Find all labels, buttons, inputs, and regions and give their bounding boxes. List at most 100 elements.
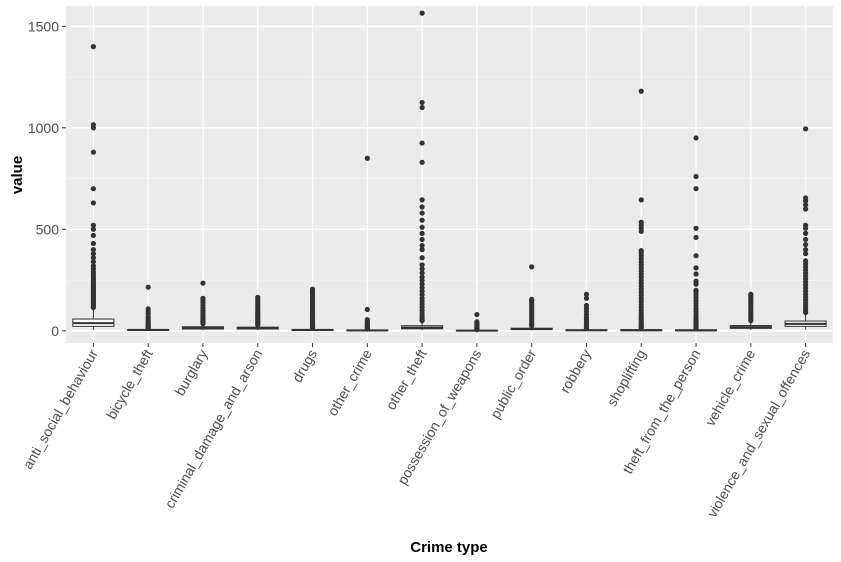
box-drugs <box>291 286 334 332</box>
box-other-theft <box>401 10 444 331</box>
outlier-point <box>419 230 425 236</box>
outlier-point <box>693 287 699 293</box>
outlier-point <box>200 280 206 286</box>
outlier-point <box>419 262 425 268</box>
outlier-point <box>145 306 151 312</box>
x-tick-label-criminal-damage-and-arson: criminal_damage_and_arson <box>161 347 265 511</box>
x-axis: anti_social_behaviour bicycle_theft burgla… <box>19 343 813 520</box>
outlier-point <box>419 274 425 280</box>
outlier-point <box>693 278 699 284</box>
outlier-point <box>419 140 425 146</box>
box-vehicle-crime <box>729 291 772 331</box>
x-tick-label-shoplifting: shoplifting <box>603 347 648 410</box>
outlier-point <box>90 232 96 239</box>
outlier-point <box>90 122 96 128</box>
outlier-point <box>419 281 425 287</box>
outlier-point <box>529 264 535 270</box>
outlier-point <box>90 263 96 269</box>
outlier-point <box>419 159 425 165</box>
outlier-point <box>419 204 425 210</box>
x-tick-label-bicycle-theft: bicycle_theft <box>103 346 156 421</box>
x-tick-label-public-order: public_order <box>487 346 540 421</box>
outlier-point <box>583 291 590 297</box>
outlier-point <box>638 248 644 254</box>
y-axis: 0 500 1000 1500 <box>28 18 66 339</box>
x-tick-label-burglary: burglary <box>171 347 210 399</box>
box-other-crime <box>346 155 389 332</box>
box-criminal-damage-and-arson <box>236 294 279 331</box>
y-tick-label: 1000 <box>28 120 59 136</box>
outlier-point <box>90 259 96 265</box>
box-series <box>72 10 827 333</box>
outlier-point <box>200 295 206 301</box>
y-tick-label: 0 <box>51 323 59 339</box>
outlier-point <box>90 247 96 253</box>
outlier-point <box>419 210 425 216</box>
outlier-point <box>803 195 809 201</box>
y-tick-label: 500 <box>36 221 60 237</box>
box-burglary <box>181 280 225 331</box>
outlier-point <box>90 255 96 261</box>
x-tick-label-other-crime: other_crime <box>324 346 375 418</box>
x-tick-label-violence-and-sexual-offences: violence_and_sexual_offences <box>704 347 813 521</box>
outlier-point <box>90 44 96 50</box>
outlier-point <box>583 295 590 301</box>
outlier-point <box>638 197 644 203</box>
outlier-point <box>803 126 809 132</box>
x-axis-title: Crime type <box>410 539 488 556</box>
outlier-point <box>419 217 425 223</box>
outlier-point <box>803 230 809 236</box>
outlier-point <box>803 251 809 257</box>
outlier-point <box>803 202 809 208</box>
outlier-point <box>419 255 425 261</box>
outlier-point <box>419 295 425 301</box>
x-tick-label-drugs: drugs <box>289 347 320 385</box>
x-tick-label-robbery: robbery <box>556 347 594 396</box>
outlier-point <box>90 149 96 155</box>
outlier-point <box>693 265 699 271</box>
box-anti-social-behaviour <box>72 44 115 330</box>
outlier-point <box>529 296 535 302</box>
outlier-point <box>474 311 480 318</box>
outlier-point <box>419 266 425 272</box>
outlier-point <box>693 234 699 241</box>
outlier-point <box>474 319 480 325</box>
outlier-point <box>693 225 699 231</box>
outlier-point <box>90 240 96 247</box>
outlier-point <box>693 271 699 277</box>
outlier-point <box>693 135 699 141</box>
outlier-point <box>419 10 425 16</box>
outlier-point <box>419 242 425 249</box>
outlier-point <box>145 284 151 290</box>
outlier-point <box>803 236 809 243</box>
outlier-point <box>90 222 96 228</box>
y-axis-title: value <box>9 156 26 194</box>
outlier-point <box>419 224 425 230</box>
outlier-point <box>693 253 699 259</box>
x-tick-label-anti-social-behaviour: anti_social_behaviour <box>19 346 101 472</box>
box-public-order <box>510 264 553 331</box>
plot-panel <box>66 6 833 343</box>
box-possession-of-weapons <box>455 311 498 333</box>
outlier-point <box>90 226 96 232</box>
outlier-point <box>803 241 809 248</box>
outlier-point <box>364 306 370 313</box>
outlier-point <box>255 294 261 300</box>
outlier-point <box>419 270 425 276</box>
outlier-point <box>90 200 96 206</box>
outlier-point <box>693 173 699 180</box>
box-bicycle-theft <box>127 284 170 332</box>
outlier-point <box>693 186 699 192</box>
outlier-point <box>364 155 370 161</box>
x-tick-label-vehicle-crime: vehicle_crime <box>702 346 759 428</box>
x-tick-label-other-theft: other_theft <box>382 346 429 412</box>
outlier-point <box>419 104 425 111</box>
outlier-point <box>419 99 425 106</box>
y-tick-label: 1500 <box>28 18 59 34</box>
outlier-point <box>419 236 425 243</box>
outlier-point <box>803 206 809 212</box>
outlier-point <box>803 222 809 228</box>
box-violence-and-sexual-offences <box>784 126 827 330</box>
outlier-point <box>90 251 96 257</box>
outlier-point <box>309 286 316 292</box>
